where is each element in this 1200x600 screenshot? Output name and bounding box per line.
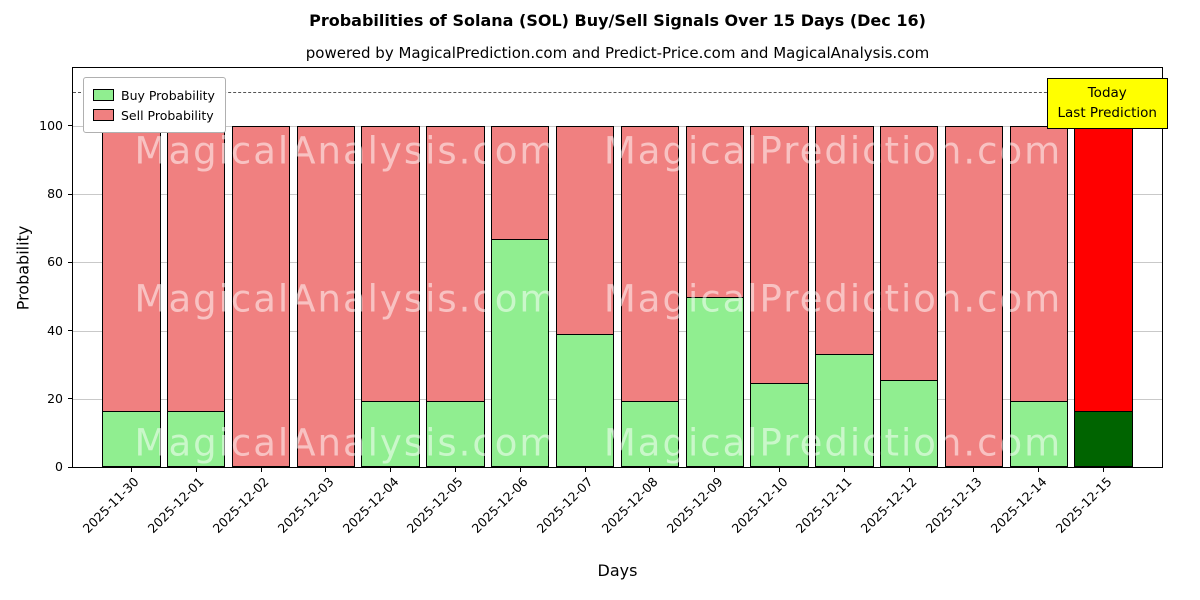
x-tick-mark (1038, 468, 1040, 472)
x-tick-mark (454, 468, 456, 472)
legend-label-sell: Sell Probability (121, 107, 214, 123)
today-annotation: Today Last Prediction (1046, 78, 1168, 129)
chart-subtitle: powered by MagicalPrediction.com and Pre… (305, 44, 930, 62)
y-tick-label: 60 (47, 254, 63, 270)
legend: Buy Probability Sell Probability (83, 77, 226, 133)
sell-segment (231, 125, 291, 467)
x-tick-mark (260, 468, 262, 472)
buy-segment (167, 410, 226, 467)
y-tick-label: 0 (55, 459, 63, 474)
y-tick-mark (68, 466, 72, 468)
bar-2025-12-06 (491, 125, 550, 467)
sell-segment (815, 125, 874, 355)
bar-2025-12-09 (685, 126, 744, 467)
y-tick-label: 80 (47, 186, 63, 202)
buy-segment (685, 296, 744, 467)
gridline-40 (73, 330, 1162, 332)
bar-2025-12-13 (944, 125, 1004, 467)
y-tick-mark (68, 125, 72, 127)
legend-label-buy: Buy Probability (121, 87, 215, 103)
buy-color-swatch (93, 89, 114, 101)
sell-segment (167, 125, 226, 411)
sell-color-swatch (93, 109, 114, 121)
sell-segment (750, 125, 809, 384)
buy-segment (555, 334, 615, 467)
bar-2025-12-07 (555, 125, 615, 467)
buy-segment (426, 400, 485, 467)
bar-2025-12-04 (361, 125, 420, 467)
y-tick-mark (68, 398, 72, 400)
sell-segment (685, 126, 744, 297)
buy-segment (750, 383, 809, 467)
today-annotation-line2: Last Prediction (1057, 105, 1157, 122)
bar-2025-12-03 (296, 125, 355, 467)
legend-item-sell: Sell Probability (93, 105, 215, 125)
dashed-threshold-line (73, 91, 1162, 93)
y-tick-label: 100 (39, 117, 63, 133)
chart-title: Probabilities of Solana (SOL) Buy/Sell S… (309, 11, 926, 30)
x-tick-mark (390, 468, 392, 472)
bar-2025-12-14 (1009, 125, 1068, 467)
today-annotation-line1: Today (1087, 85, 1127, 101)
y-tick-label: 40 (47, 322, 63, 338)
y-tick-mark (68, 193, 72, 195)
x-tick-mark (779, 468, 781, 472)
bar-2025-12-12 (879, 125, 939, 467)
x-axis-label: Days (597, 561, 638, 580)
sell-segment (555, 125, 615, 334)
gridline-20 (73, 398, 1162, 400)
buy-segment (620, 400, 680, 467)
bar-2025-12-05 (426, 125, 485, 467)
sell-segment (879, 125, 939, 381)
x-tick-mark (519, 468, 521, 472)
gridline-100 (73, 125, 1162, 127)
sell-segment (296, 125, 355, 467)
x-tick-mark (325, 468, 327, 472)
x-tick-mark (1103, 468, 1105, 472)
sell-segment (620, 125, 680, 401)
gridline-80 (73, 194, 1162, 196)
bar-2025-11-30 (102, 125, 161, 467)
buy-segment (361, 400, 420, 467)
gridline-60 (73, 262, 1162, 264)
x-tick-mark (584, 468, 586, 472)
sell-segment (1074, 125, 1133, 411)
bar-2025-12-15 (1074, 125, 1133, 467)
buy-segment (491, 238, 550, 467)
x-tick-mark (973, 468, 975, 472)
sell-segment (944, 125, 1004, 467)
y-tick-label: 20 (47, 390, 63, 406)
plot-area: Buy Probability Sell Probability Today L… (72, 67, 1168, 468)
bar-2025-12-10 (750, 125, 809, 467)
sell-segment (1009, 125, 1068, 401)
sell-segment (361, 125, 420, 401)
buy-segment (1074, 410, 1133, 467)
buy-segment (102, 410, 161, 467)
x-tick-mark (843, 468, 845, 472)
buy-segment (1009, 400, 1068, 467)
sell-segment (102, 125, 161, 411)
sell-segment (491, 125, 550, 239)
buy-segment (879, 380, 939, 467)
x-tick-mark (195, 468, 197, 472)
x-tick-mark (649, 468, 651, 472)
bar-2025-12-11 (815, 125, 874, 467)
legend-item-buy: Buy Probability (93, 85, 215, 105)
bar-2025-12-01 (167, 125, 226, 467)
bar-2025-12-08 (620, 125, 680, 467)
bar-2025-12-02 (231, 125, 291, 467)
buy-segment (815, 354, 874, 467)
y-tick-mark (68, 330, 72, 332)
x-tick-mark (714, 468, 716, 472)
y-tick-mark (68, 261, 72, 263)
x-tick-mark (130, 468, 132, 472)
x-tick-mark (908, 468, 910, 472)
sell-segment (426, 125, 485, 401)
